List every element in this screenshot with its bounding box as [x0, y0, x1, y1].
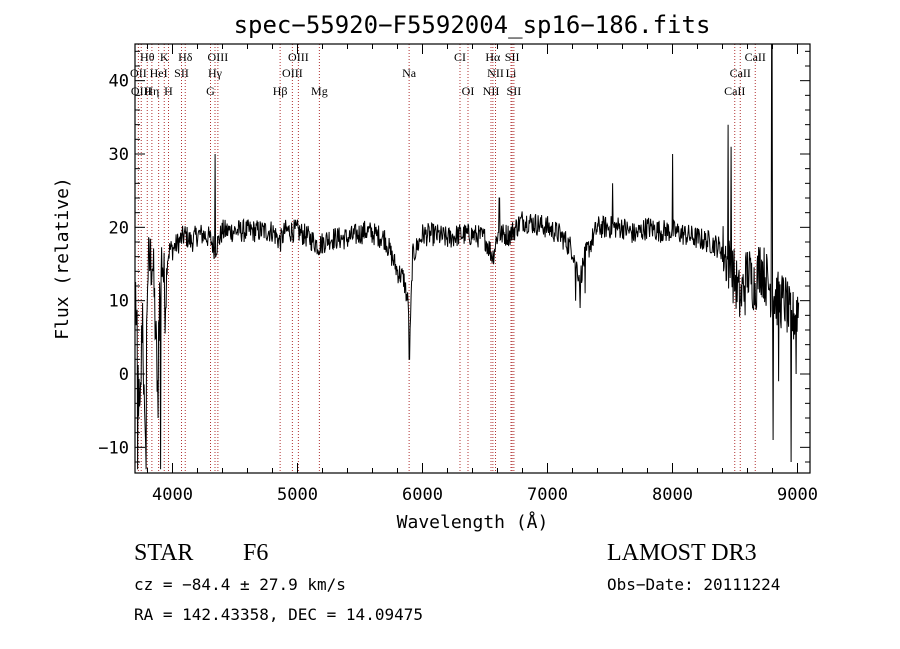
- marker-label: Hθ: [140, 50, 155, 64]
- plot-frame: [134, 43, 811, 474]
- x-tick-label: 6000: [402, 485, 443, 505]
- marker-label: OIII: [288, 50, 309, 64]
- x-tick-label: 4000: [152, 485, 193, 505]
- marker-label: Hβ: [273, 84, 288, 98]
- marker-label: OIII: [282, 66, 303, 80]
- spectrum-chart: spec−55920−F5592004_sp16−186.fits 4000 500…: [52, 11, 818, 533]
- marker-label: SII: [505, 50, 520, 64]
- marker-label: Li: [506, 66, 517, 80]
- marker-label: OI: [462, 84, 475, 98]
- marker-label: CaII: [730, 66, 751, 80]
- y-axis-label: Flux (relative): [52, 177, 73, 340]
- survey-label: LAMOST DR3: [607, 540, 757, 566]
- y-tick-label: 40: [109, 72, 129, 92]
- y-tick-label: 30: [109, 145, 129, 165]
- coordinates: RA = 142.43358, DEC = 14.09475: [134, 605, 423, 624]
- marker-label: SII: [507, 84, 522, 98]
- observation-date: Obs−Date: 20111224: [607, 575, 781, 594]
- object-class: STAR: [134, 540, 194, 566]
- x-tick-label: 8000: [652, 485, 693, 505]
- marker-label: H: [164, 84, 173, 98]
- y-tick-label: 10: [109, 292, 129, 312]
- marker-label: G: [206, 84, 215, 98]
- marker-label: CI: [454, 50, 466, 64]
- chart-title: spec−55920−F5592004_sp16−186.fits: [234, 11, 711, 39]
- spectrum-line: [135, 43, 800, 470]
- y-tick-label: 20: [109, 218, 129, 238]
- redshift-velocity: cz = −84.4 ± 27.9 km/s: [134, 575, 346, 594]
- x-axis-label: Wavelength (Å): [397, 511, 549, 533]
- x-tick-label: 7000: [527, 485, 568, 505]
- marker-label: OIII: [131, 84, 152, 98]
- marker-label: CaII: [724, 84, 745, 98]
- x-tick-label: 9000: [777, 485, 818, 505]
- marker-label: OIII: [208, 50, 229, 64]
- x-tick-label: 5000: [277, 485, 318, 505]
- marker-label: Hη: [144, 84, 159, 98]
- marker-label: Na: [402, 66, 417, 80]
- marker-label: NII: [487, 66, 504, 80]
- marker-label: OII: [130, 66, 147, 80]
- y-tick-label: 0: [119, 365, 129, 385]
- marker-label: Hδ: [178, 50, 193, 64]
- marker-label: Hα: [485, 50, 501, 64]
- marker-label: Mg: [311, 84, 328, 98]
- marker-label: NII: [483, 84, 500, 98]
- marker-label: HeI: [150, 66, 168, 80]
- marker-label: SII: [174, 66, 189, 80]
- object-subclass: F6: [243, 540, 269, 566]
- marker-label: K: [160, 50, 169, 64]
- marker-label: CaII: [745, 50, 766, 64]
- y-tick-label: −10: [98, 438, 129, 458]
- marker-label: Hγ: [208, 66, 223, 80]
